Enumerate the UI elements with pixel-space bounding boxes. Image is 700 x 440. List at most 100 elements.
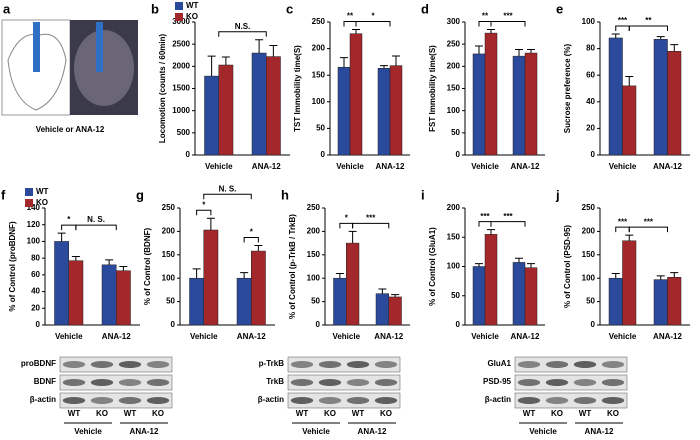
bar — [472, 266, 486, 326]
y-axis-label: % of Control (BDNF) — [143, 228, 152, 306]
blot-band — [146, 379, 170, 386]
x-tick-label: ANA-12 — [511, 332, 540, 341]
error-bar — [340, 57, 348, 68]
y-tick-label: 50 — [586, 297, 595, 306]
significance-label: *** — [480, 212, 490, 221]
blot-band — [346, 361, 370, 368]
lane-label: WT — [579, 409, 592, 418]
significance-bracket — [628, 226, 668, 233]
bar — [203, 229, 219, 326]
blot-band — [62, 361, 86, 368]
error-bar — [487, 229, 495, 235]
y-tick-label: 50 — [451, 291, 460, 300]
error-bar — [207, 55, 216, 77]
blot-band — [601, 397, 625, 404]
x-tick-label: ANA-12 — [653, 332, 682, 341]
band-label: TrkB — [266, 377, 284, 386]
significance-bracket — [343, 20, 357, 27]
blot-band — [601, 379, 625, 386]
blot-band — [90, 379, 114, 386]
significance-bracket — [75, 224, 117, 231]
significance-bracket — [243, 236, 259, 243]
bar — [116, 270, 131, 326]
panel-letter: a — [3, 1, 11, 16]
blot-strip — [59, 374, 173, 391]
group-label: ANA-12 — [130, 427, 159, 436]
caption: Vehicle or ANA-12 — [36, 125, 105, 134]
error-bar — [670, 44, 679, 52]
brain-slice — [74, 30, 134, 106]
blot-band — [545, 379, 569, 386]
blot-band — [90, 361, 114, 368]
cannula — [96, 22, 103, 72]
band-label: GluA1 — [487, 359, 511, 368]
y-tick-label: 0 — [591, 150, 596, 159]
bar — [337, 66, 351, 156]
y-tick-label: 100 — [582, 273, 596, 282]
bar — [608, 277, 623, 326]
blot-band — [90, 397, 114, 404]
blot-band — [374, 361, 398, 368]
bar — [388, 296, 402, 326]
lane-label: WT — [68, 409, 81, 418]
y-axis-label: TST Immobility time(S) — [293, 45, 302, 132]
error-bar — [527, 48, 535, 54]
panel-letter: i — [421, 187, 425, 202]
bar — [389, 65, 403, 156]
y-tick-label: 150 — [447, 84, 461, 93]
y-tick-label: 40 — [586, 97, 595, 106]
blot-strip — [287, 374, 401, 391]
cannula — [33, 22, 40, 72]
blot-band — [573, 379, 597, 386]
significance-bracket — [615, 226, 630, 233]
brain-outline — [7, 33, 67, 111]
lane-label: KO — [551, 409, 563, 418]
band-label: proBDNF — [21, 359, 56, 368]
significance-bracket — [355, 20, 391, 27]
legend-swatch — [25, 199, 33, 207]
significance-label: * — [345, 214, 349, 223]
bar — [218, 64, 234, 156]
y-tick-label: 3000 — [172, 17, 190, 26]
significance-label: * — [202, 200, 206, 209]
y-tick-label: 80 — [31, 253, 40, 262]
y-tick-label: 1000 — [172, 106, 190, 115]
error-bar — [71, 255, 80, 261]
bar — [236, 277, 252, 326]
panel-letter: d — [421, 1, 429, 16]
blot-band — [146, 397, 170, 404]
blot-band — [545, 397, 569, 404]
bar — [622, 240, 637, 326]
x-tick-label: ANA-12 — [511, 162, 540, 171]
y-tick-label: 120 — [27, 220, 41, 229]
blot-band — [62, 379, 86, 386]
error-bar — [611, 33, 620, 38]
y-tick-label: 100 — [582, 17, 596, 26]
y-tick-label: 300 — [447, 17, 461, 26]
bar — [653, 39, 668, 156]
group-label: Vehicle — [529, 427, 557, 436]
bar — [346, 242, 360, 326]
significance-bracket — [339, 222, 354, 229]
y-tick-label: 60 — [31, 270, 40, 279]
y-tick-label: 0 — [591, 320, 596, 329]
band-label: PSD-95 — [483, 377, 512, 386]
blot-strip — [514, 374, 628, 391]
error-bar — [487, 29, 495, 34]
blot-band — [545, 361, 569, 368]
panel-letter: b — [151, 1, 159, 16]
legend-label: KO — [186, 12, 198, 21]
error-bar — [656, 275, 665, 280]
significance-label: *** — [366, 214, 376, 223]
legend-label: KO — [36, 198, 48, 207]
bar — [54, 241, 69, 326]
y-tick-label: 200 — [447, 203, 461, 212]
bar — [484, 32, 498, 156]
error-bar — [192, 268, 201, 279]
y-axis-label: Sucrose preference (%) — [563, 43, 572, 133]
significance-bracket — [203, 193, 252, 200]
significance-bracket — [490, 21, 526, 27]
x-tick-label: Vehicle — [205, 162, 233, 171]
x-tick-label: Vehicle — [609, 332, 637, 341]
y-tick-label: 0 — [316, 320, 321, 329]
